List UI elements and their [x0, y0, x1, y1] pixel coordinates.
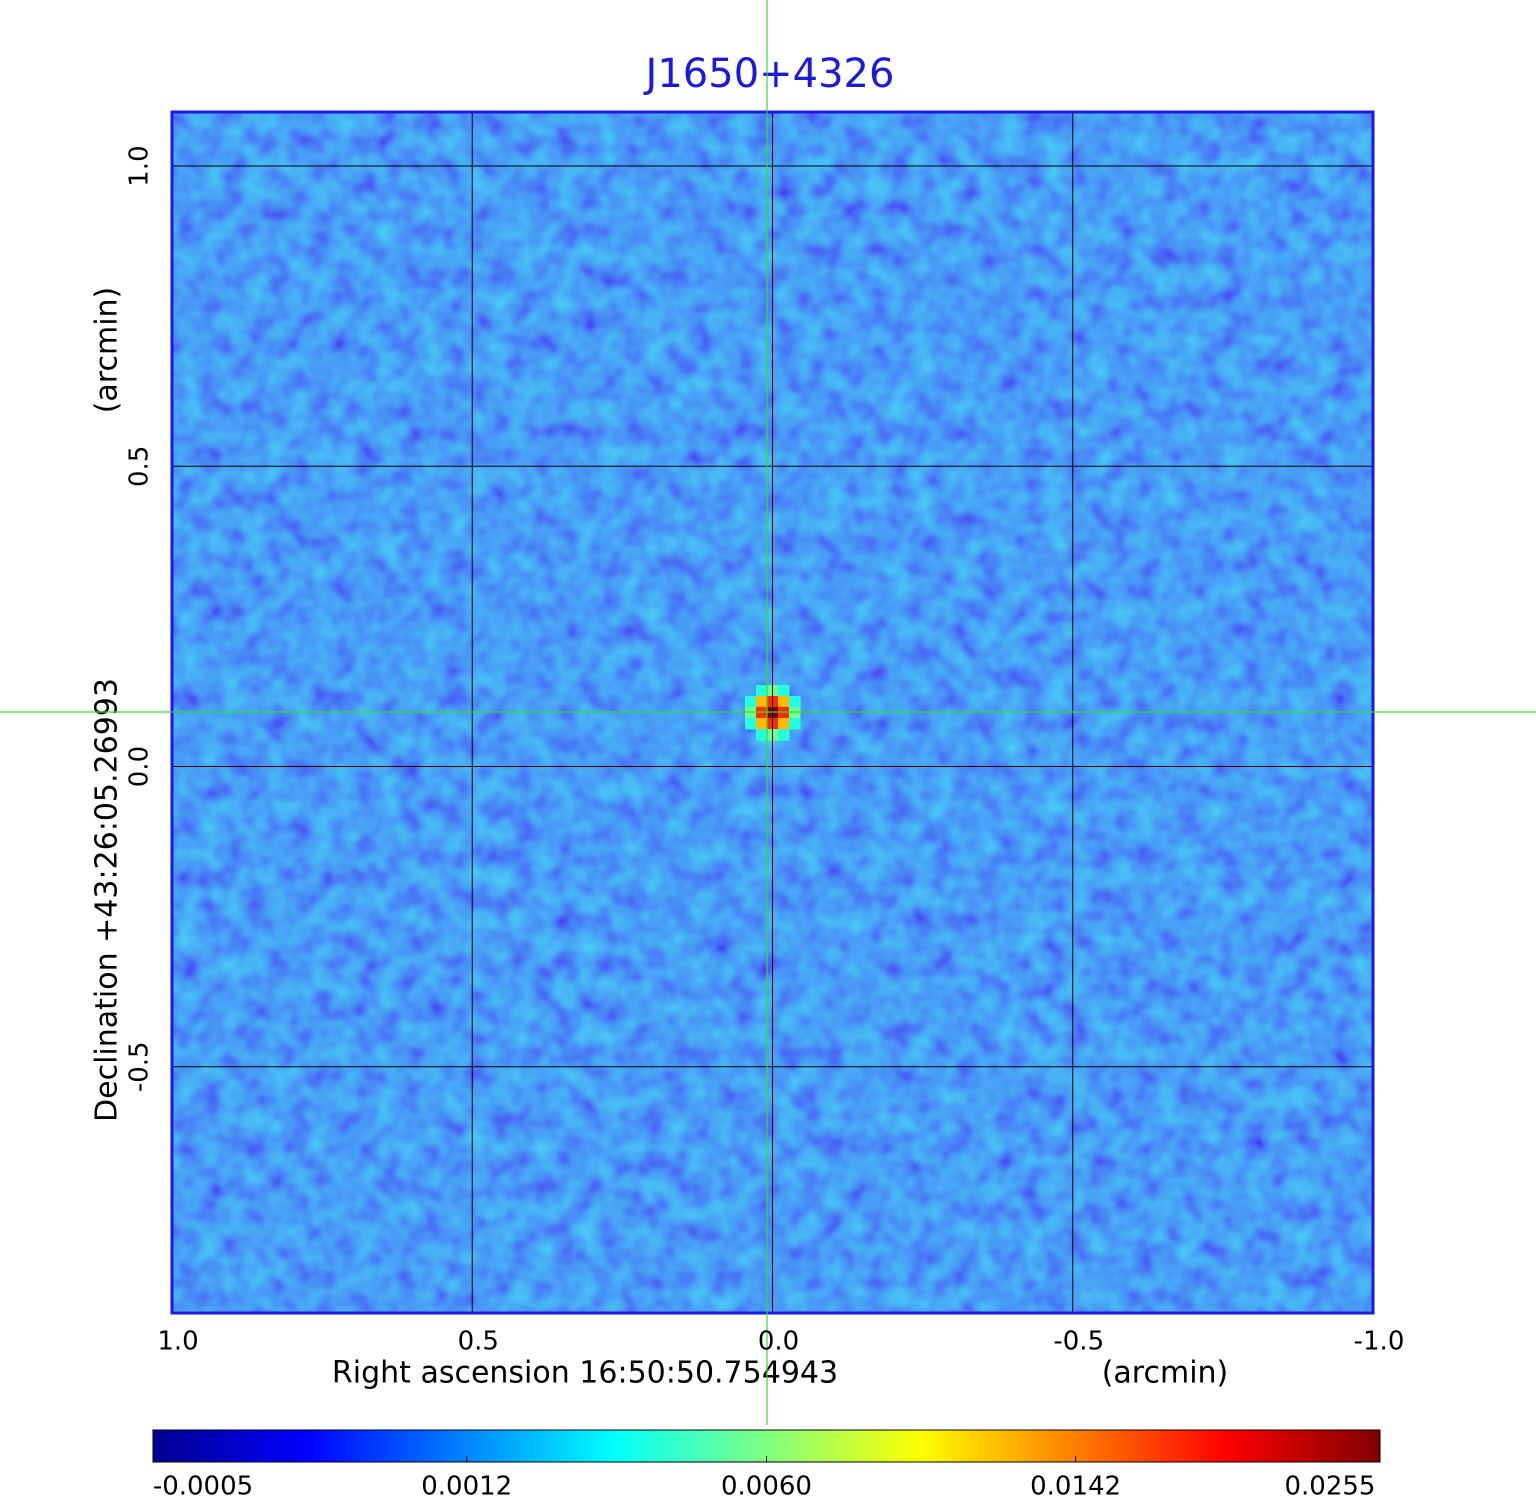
y-tick-label: 0.5 [125, 446, 155, 487]
source-pixel [789, 707, 801, 719]
x-axis-unit: (arcmin) [1102, 1356, 1229, 1391]
colorbar-tick-label: 0.0012 [421, 1472, 512, 1500]
chart-title: J1650+4326 [643, 51, 895, 97]
source-pixel [778, 685, 790, 697]
source-pixel [745, 718, 757, 730]
source-pixel [745, 707, 757, 719]
x-tick-label: 0.0 [758, 1327, 799, 1357]
source-pixel [756, 685, 768, 697]
source-pixel [756, 718, 768, 730]
source-pixel [778, 696, 790, 708]
source-pixel [756, 729, 768, 741]
x-tick-label: 0.5 [458, 1327, 499, 1357]
source-pixel [756, 707, 768, 719]
colorbar-tick-label: 0.0255 [1285, 1472, 1376, 1500]
source-pixel [778, 729, 790, 741]
source-pixel [778, 718, 790, 730]
y-axis-label: Declination +43:26:05.26993 [90, 678, 125, 1122]
x-axis-label: Right ascension 16:50:50.754943 [332, 1356, 838, 1391]
y-tick-label: 1.0 [125, 145, 155, 186]
source-pixel [789, 718, 801, 730]
source-pixel [778, 707, 790, 719]
x-tick-label: -0.5 [1053, 1327, 1104, 1357]
colorbar-tick-label: 0.0142 [1030, 1472, 1121, 1500]
x-tick-label: 1.0 [157, 1327, 198, 1357]
y-tick-label: -0.5 [125, 1041, 155, 1092]
x-tick-label: -1.0 [1354, 1327, 1405, 1357]
source-pixel [745, 696, 757, 708]
source-pixel [789, 696, 801, 708]
y-tick-label: 0.0 [125, 746, 155, 787]
y-axis-unit: (arcmin) [90, 287, 125, 414]
source-pixel [756, 696, 768, 708]
colorbar-tick-label: -0.0005 [153, 1472, 253, 1500]
colorbar-tick-label: 0.0060 [721, 1472, 812, 1500]
